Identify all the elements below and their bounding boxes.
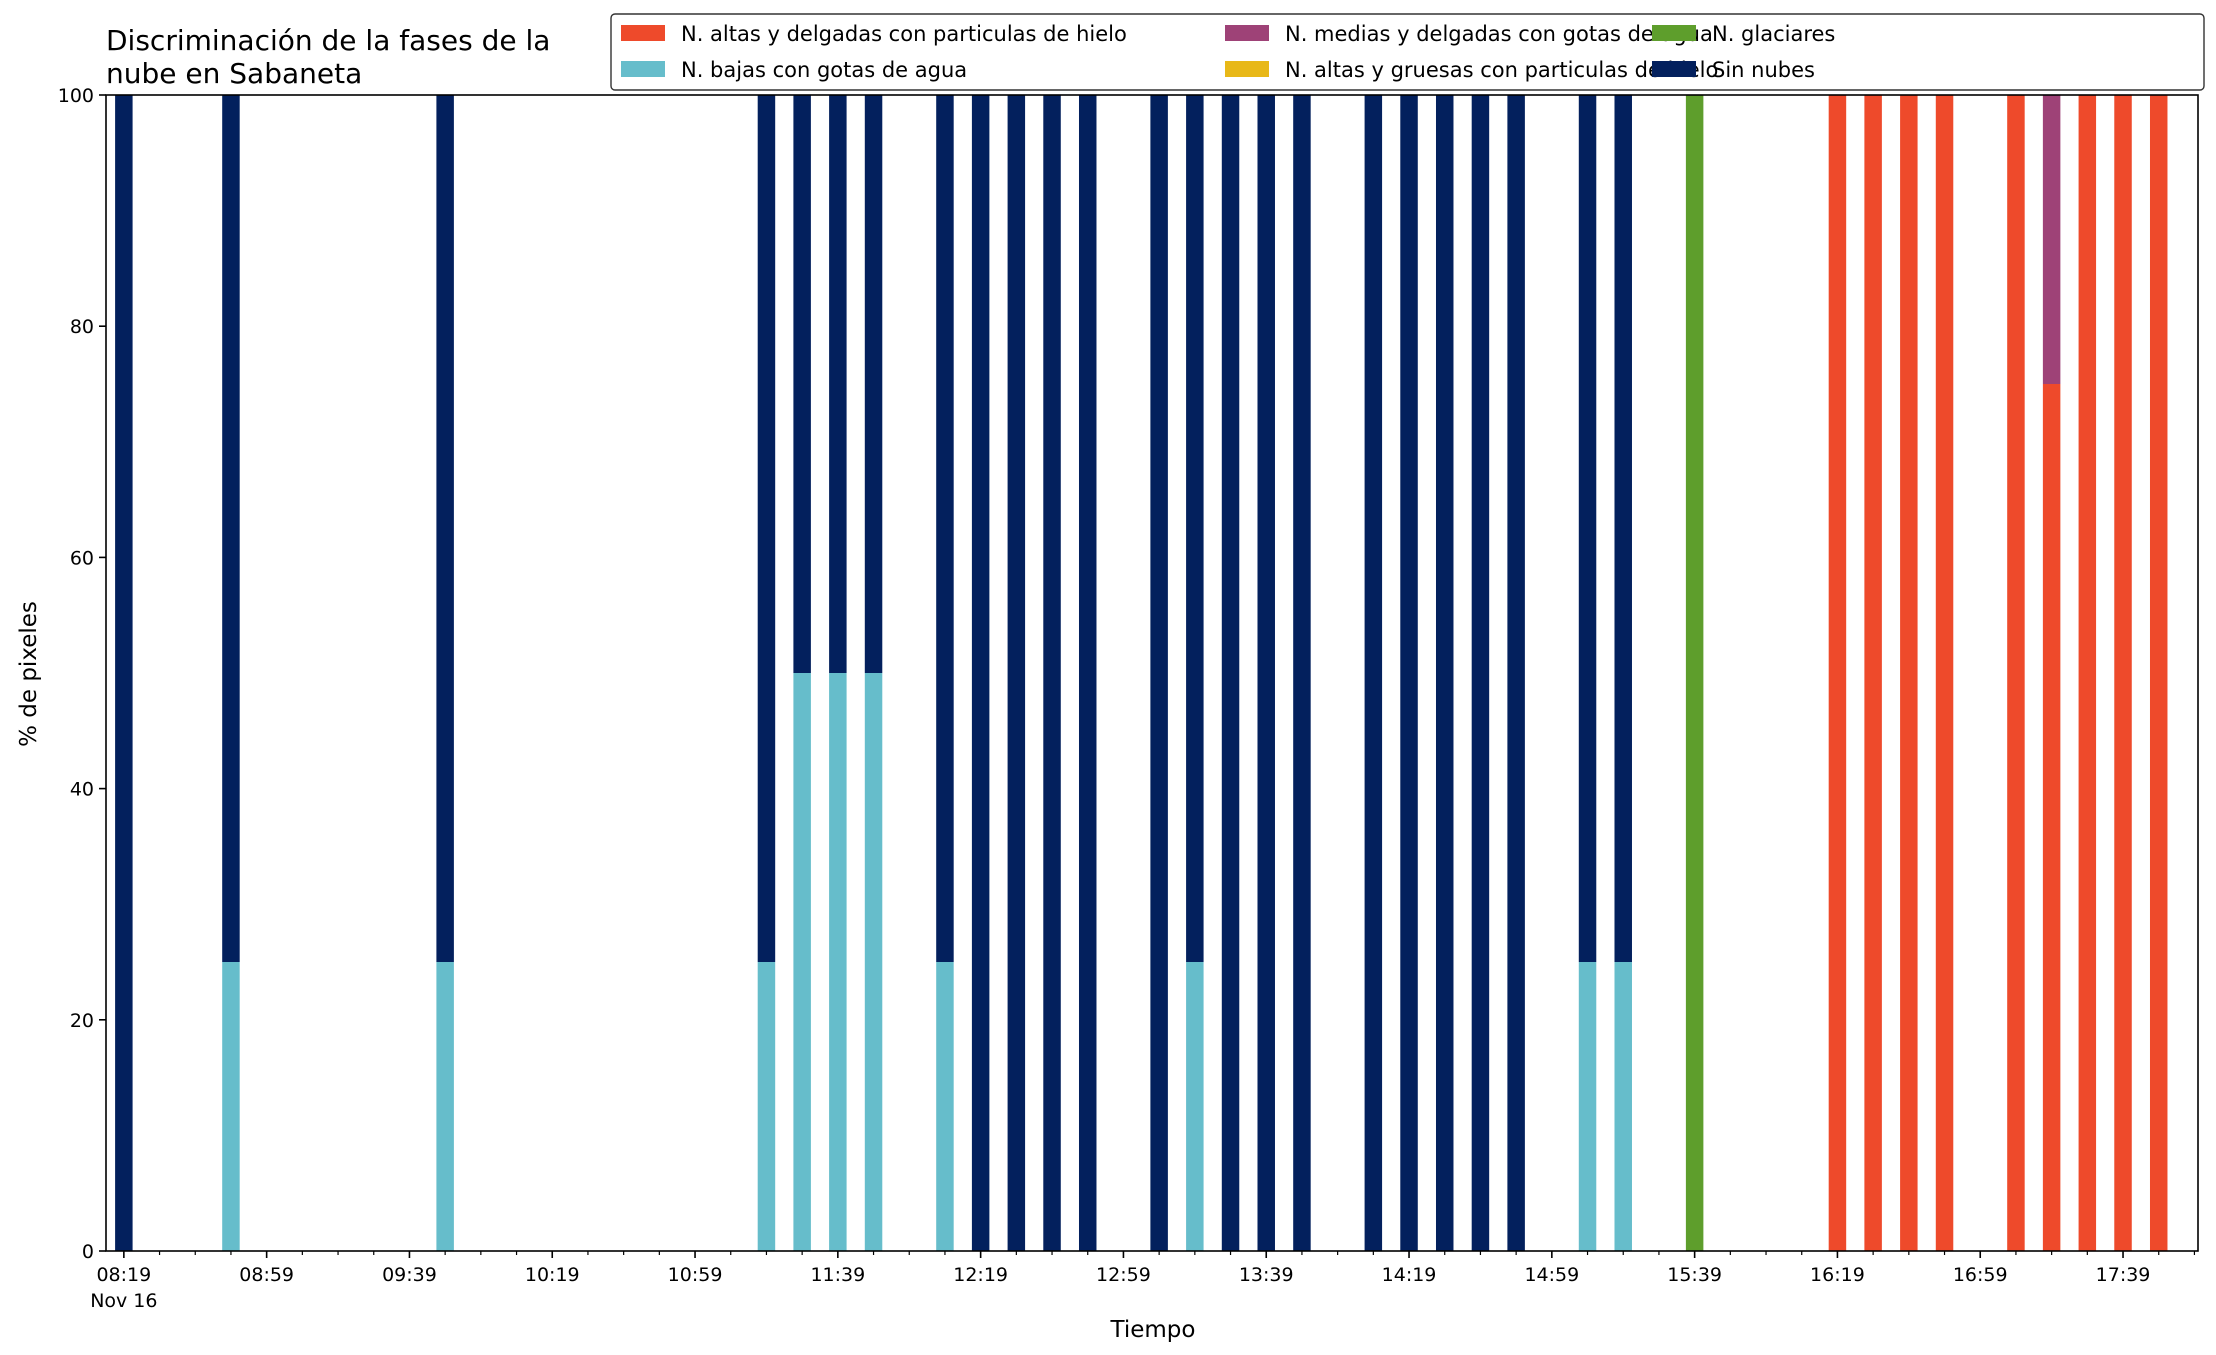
legend-swatch-1 (1225, 61, 1269, 77)
legend-label-0: N. altas y delgadas con particulas de hi… (681, 22, 1127, 46)
bar-segment-7-s5 (936, 95, 954, 962)
bar-segment-4-s5 (793, 95, 811, 673)
x-tick-label-13: 16:59 (1953, 1264, 2008, 1286)
legend-label-1: N. altas y gruesas con particulas de hie… (1285, 58, 1718, 82)
bar-segment-22-s2 (1578, 962, 1597, 1251)
x-axis-label: Tiempo (1110, 1317, 1196, 1343)
x-axis: 08:19 Nov 16 08:59 09:39 10:19 10:59 11:39 12:1… (90, 1251, 2196, 1312)
bar-segment-2-s2 (436, 962, 454, 1251)
chart-title-line-2: nube en Sabaneta (106, 57, 362, 90)
bar-segment-5-s5 (829, 95, 847, 673)
bar-segment-9-s5 (1007, 95, 1026, 1251)
x-tick-label-5: 11:39 (810, 1264, 865, 1286)
bar-segment-33-s0 (2149, 95, 2168, 1251)
x-tick-label-12: 16:19 (1810, 1264, 1865, 1286)
y-tick-label-2: 40 (70, 779, 94, 801)
legend-label-2: N. bajas con gotas de agua (681, 58, 967, 82)
bar-segment-28-s0 (1935, 95, 1954, 1251)
bar-segment-8-s5 (971, 95, 990, 1251)
x-tick-label-3: 10:19 (525, 1264, 580, 1286)
y-tick-label-1: 20 (70, 1010, 94, 1032)
bars-layer (115, 95, 2168, 1251)
chart-title-line-1: Discriminación de la fases de la (106, 24, 550, 57)
legend-label-5: Sin nubes (1712, 58, 1815, 82)
legend-swatch-5 (1652, 61, 1696, 77)
bar-segment-2-s5 (436, 95, 454, 962)
y-tick-label-0: 0 (82, 1241, 94, 1263)
x-tick-label-8: 13:39 (1239, 1264, 1294, 1286)
bar-segment-15-s5 (1257, 95, 1275, 1251)
x-tick-label-9: 14:19 (1382, 1264, 1437, 1286)
x-tick-sublabel-0: Nov 16 (90, 1290, 157, 1312)
bar-segment-0-s5 (115, 95, 133, 1251)
bar-segment-14-s5 (1221, 95, 1240, 1251)
bar-segment-6-s5 (864, 95, 883, 673)
legend-swatch-3 (1652, 25, 1696, 41)
x-tick-label-10: 14:59 (1524, 1264, 1579, 1286)
x-tick-label-14: 17:39 (2096, 1264, 2151, 1286)
bar-segment-1-s5 (222, 95, 240, 962)
bar-segment-12-s5 (1150, 95, 1168, 1251)
bar-segment-31-s0 (2078, 95, 2097, 1251)
bar-segment-21-s5 (1507, 95, 1525, 1251)
bar-segment-13-s2 (1186, 962, 1204, 1251)
y-tick-label-5: 100 (58, 85, 94, 107)
legend-swatch-0 (621, 25, 665, 41)
x-tick-label-0: 08:19 (96, 1264, 151, 1286)
legend-box (610, 13, 2205, 91)
x-tick-label-2: 09:39 (382, 1264, 437, 1286)
bar-segment-10-s5 (1043, 95, 1061, 1251)
bar-segment-6-s2 (864, 673, 883, 1251)
y-tick-label-3: 60 (70, 547, 94, 569)
bar-segment-16-s5 (1293, 95, 1311, 1251)
y-axis: 0 20 40 60 80 100 (58, 85, 106, 1263)
bar-segment-30-s4 (2042, 95, 2061, 384)
bar-segment-23-s2 (1614, 962, 1632, 1251)
bar-segment-23-s5 (1614, 95, 1632, 962)
bar-segment-29-s0 (2007, 95, 2025, 1251)
x-tick-label-1: 08:59 (239, 1264, 294, 1286)
bar-segment-20-s5 (1471, 95, 1490, 1251)
legend-swatch-2 (621, 61, 665, 77)
bar-segment-26-s0 (1864, 95, 1882, 1251)
bar-segment-11-s5 (1078, 95, 1097, 1251)
bar-segment-24-s3 (1685, 95, 1704, 1251)
bar-segment-18-s5 (1400, 95, 1418, 1251)
x-tick-label-7: 12:59 (1096, 1264, 1151, 1286)
bar-segment-1-s2 (222, 962, 240, 1251)
bar-segment-22-s5 (1578, 95, 1597, 962)
y-tick-label-4: 80 (70, 316, 94, 338)
bar-segment-32-s0 (2114, 95, 2132, 1251)
bar-segment-3-s2 (757, 962, 776, 1251)
bar-segment-5-s2 (829, 673, 847, 1251)
y-axis-label: % de pixeles (16, 601, 42, 747)
bar-segment-30-s0 (2042, 384, 2061, 1251)
x-tick-label-6: 12:19 (953, 1264, 1008, 1286)
bar-segment-25-s0 (1828, 95, 1847, 1251)
legend-swatch-4 (1225, 25, 1269, 41)
plot-frame (105, 94, 2199, 1252)
legend-label-3: N. glaciares (1712, 22, 1835, 46)
bar-segment-4-s2 (793, 673, 811, 1251)
legend-label-4: N. medias y delgadas con gotas de agua (1285, 22, 1713, 46)
bar-segment-3-s5 (757, 95, 776, 962)
bar-segment-27-s0 (1900, 95, 1918, 1251)
bar-segment-17-s5 (1364, 95, 1383, 1251)
bar-segment-7-s2 (936, 962, 954, 1251)
bar-segment-13-s5 (1186, 95, 1204, 962)
x-tick-label-4: 10:59 (668, 1264, 723, 1286)
x-tick-label-11: 15:39 (1667, 1264, 1722, 1286)
legend: N. altas y delgadas con particulas de hi… (610, 13, 2205, 91)
bar-segment-19-s5 (1435, 95, 1454, 1251)
